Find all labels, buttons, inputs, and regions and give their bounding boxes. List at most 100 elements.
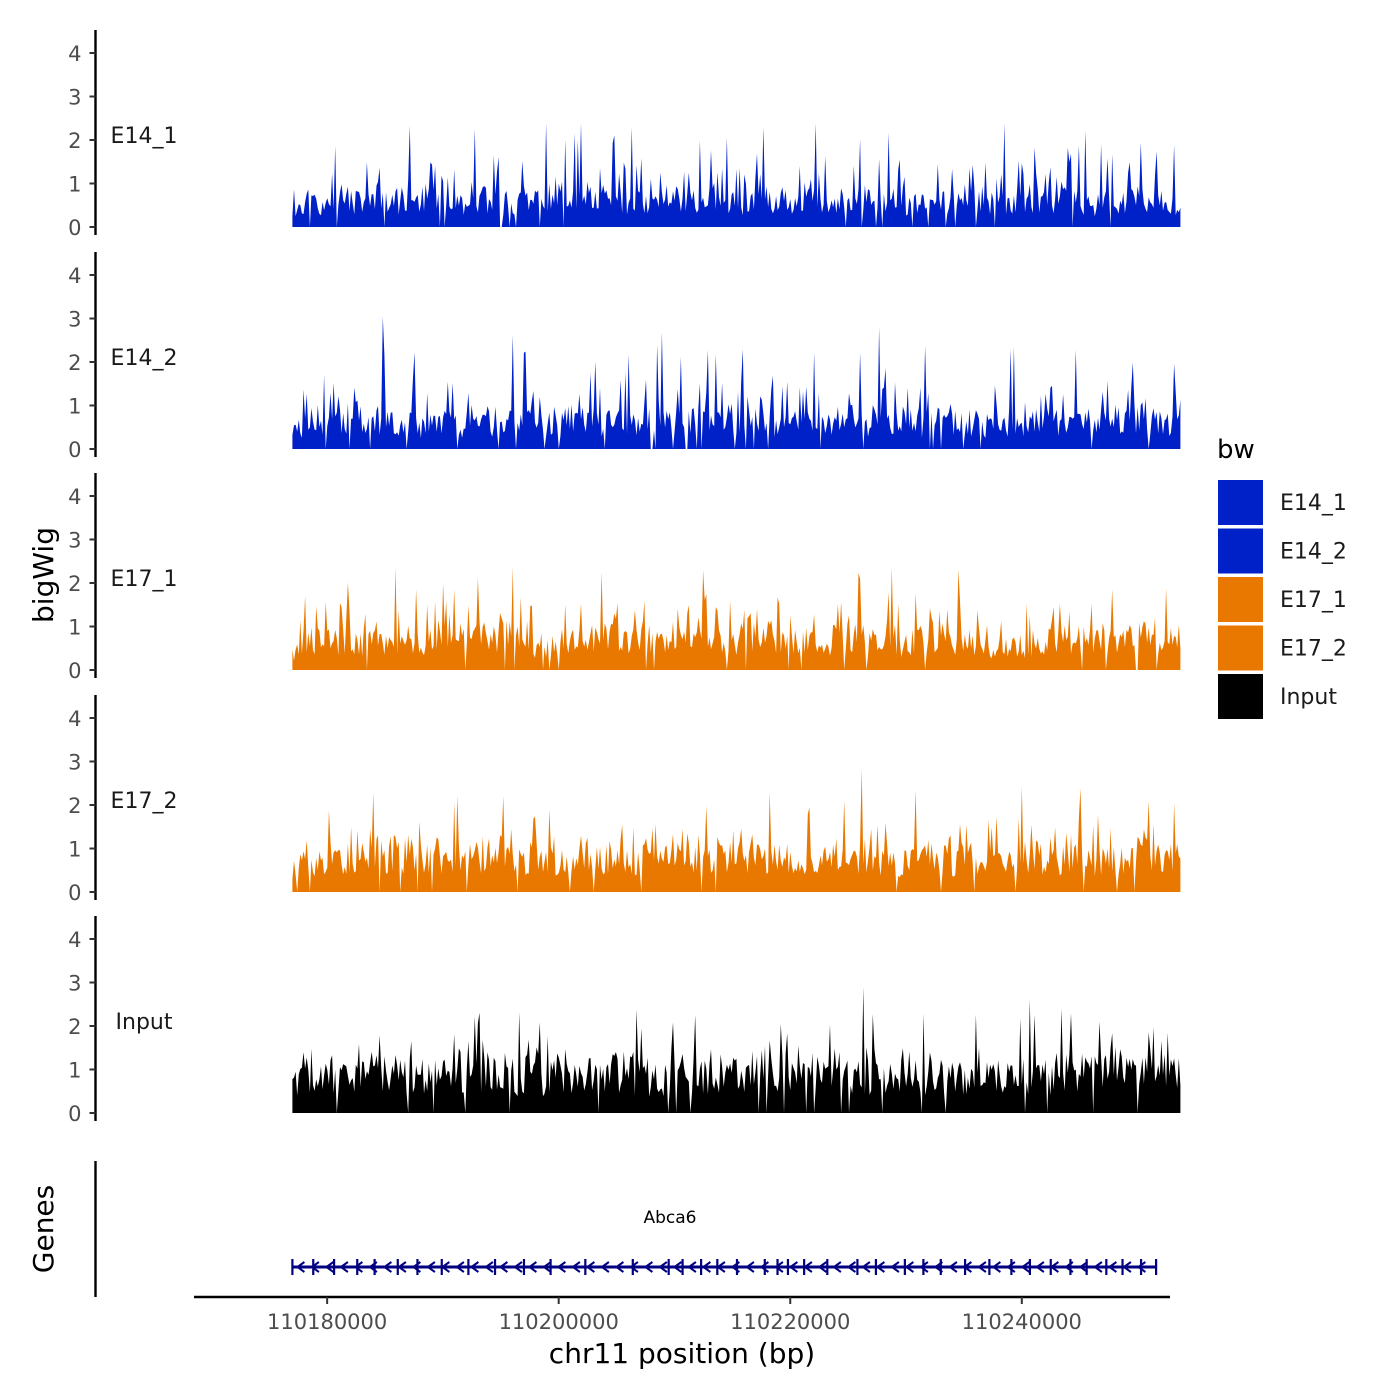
y-tick-label: 2	[68, 351, 81, 375]
strand-arrow	[687, 1261, 697, 1273]
strand-arrow	[542, 1261, 552, 1273]
coverage-area-e17-2	[292, 768, 1181, 892]
legend-title: bw	[1217, 435, 1255, 465]
strand-arrow	[455, 1261, 465, 1273]
strand-arrow	[1093, 1261, 1103, 1273]
y-tick-label: 0	[68, 659, 81, 683]
y-tick-label: 3	[68, 751, 81, 775]
gene-model-abca6	[291, 1259, 1158, 1275]
y-tick-label: 3	[68, 86, 81, 110]
y-tick-label: 1	[68, 1059, 81, 1083]
y-axis-title: bigWig	[27, 527, 60, 623]
y-tick-label: 4	[68, 264, 81, 288]
strand-arrow	[527, 1261, 537, 1273]
y-tick-label: 1	[68, 616, 81, 640]
legend-swatch	[1218, 577, 1263, 622]
track-input: 0 1 2 3 4 Input	[68, 916, 1181, 1126]
strand-arrow	[1136, 1261, 1146, 1273]
track-label: E17_1	[111, 567, 178, 592]
x-axis-ticks: 110180000 110200000 110220000 110240000	[267, 1297, 1082, 1334]
x-tick-label: 110180000	[267, 1310, 387, 1334]
strand-arrow	[1020, 1261, 1030, 1273]
y-tick-label: 2	[68, 1015, 81, 1039]
y-tick-label: 0	[68, 216, 81, 240]
strand-arrow	[962, 1261, 972, 1273]
y-tick-label: 3	[68, 529, 81, 553]
y-tick-label: 4	[68, 928, 81, 952]
legend-swatch	[1218, 480, 1263, 525]
track-e17-1: 0 1 2 3 4 E17_1	[68, 473, 1181, 683]
strand-arrow	[629, 1261, 639, 1273]
y-tick-label: 3	[68, 308, 81, 332]
y-tick-label: 1	[68, 173, 81, 197]
strand-arrow	[977, 1261, 987, 1273]
strand-arrow	[701, 1261, 711, 1273]
legend-swatch	[1218, 528, 1263, 574]
legend-label: Input	[1280, 685, 1337, 710]
track-label: E17_2	[111, 789, 178, 814]
strand-arrow	[774, 1261, 784, 1273]
strand-arrow	[803, 1261, 813, 1273]
strand-arrow	[759, 1261, 769, 1273]
coverage-area-e14-1	[292, 123, 1181, 227]
strand-arrow	[658, 1261, 668, 1273]
strand-arrow	[484, 1261, 494, 1273]
track-e14-2: 0 1 2 3 4 E14_2	[68, 252, 1181, 462]
x-tick-label: 110240000	[962, 1310, 1082, 1334]
track-label: Input	[116, 1010, 173, 1035]
strand-arrow	[1006, 1261, 1016, 1273]
y-tick-label: 0	[68, 438, 81, 462]
coverage-area-e14-2	[292, 316, 1181, 449]
x-tick-label: 110220000	[730, 1310, 850, 1334]
strand-arrow	[440, 1261, 450, 1273]
coverage-area-e17-1	[292, 567, 1181, 670]
genes-axis-title: Genes	[27, 1185, 60, 1273]
strand-arrow	[1078, 1261, 1088, 1273]
y-tick-label: 0	[68, 881, 81, 905]
strand-arrow	[498, 1261, 508, 1273]
bigwig-tracks: 0 1 2 3 4 E14_1 0 1 2 3 4 E14_2 0 1 2 3 4 E17_1 0 1 2 3 4 E17_2…	[68, 30, 1181, 1126]
legend-swatch	[1218, 674, 1263, 719]
strand-arrow	[745, 1261, 755, 1273]
track-label: E14_2	[111, 346, 178, 371]
legend: bw E14_1 E14_2 E17_1 E17_2 Input	[1217, 435, 1347, 719]
strand-arrow	[730, 1261, 740, 1273]
strand-arrow	[600, 1261, 610, 1273]
strand-arrow	[353, 1261, 363, 1273]
legend-label: E17_2	[1280, 637, 1347, 662]
strand-arrow	[1122, 1261, 1132, 1273]
x-tick-label: 110200000	[499, 1310, 619, 1334]
y-tick-label: 2	[68, 794, 81, 818]
strand-arrow	[556, 1261, 566, 1273]
strand-arrow	[1064, 1261, 1074, 1273]
strand-arrow	[890, 1261, 900, 1273]
strand-arrow	[861, 1261, 871, 1273]
strand-arrow	[948, 1261, 958, 1273]
y-tick-label: 3	[68, 972, 81, 996]
y-tick-label: 1	[68, 838, 81, 862]
strand-arrow	[469, 1261, 479, 1273]
strand-arrow	[875, 1261, 885, 1273]
strand-arrow	[933, 1261, 943, 1273]
strand-arrow	[846, 1261, 856, 1273]
legend-swatch	[1218, 625, 1263, 671]
strand-arrow	[672, 1261, 682, 1273]
strand-arrow	[614, 1261, 624, 1273]
legend-label: E14_1	[1280, 491, 1347, 516]
track-e14-1: 0 1 2 3 4 E14_1	[68, 30, 1181, 240]
y-tick-label: 0	[68, 1102, 81, 1126]
strand-arrow	[817, 1261, 827, 1273]
gene-name-label: Abca6	[643, 1208, 696, 1228]
strand-arrow	[324, 1261, 334, 1273]
y-tick-label: 2	[68, 572, 81, 596]
strand-arrow	[368, 1261, 378, 1273]
y-tick-label: 4	[68, 485, 81, 509]
strand-arrow	[411, 1261, 421, 1273]
y-tick-label: 4	[68, 707, 81, 731]
track-e17-2: 0 1 2 3 4 E17_2	[68, 695, 1181, 905]
y-tick-label: 2	[68, 129, 81, 153]
strand-arrow	[310, 1261, 320, 1273]
strand-arrow	[382, 1261, 392, 1273]
strand-arrow	[716, 1261, 726, 1273]
